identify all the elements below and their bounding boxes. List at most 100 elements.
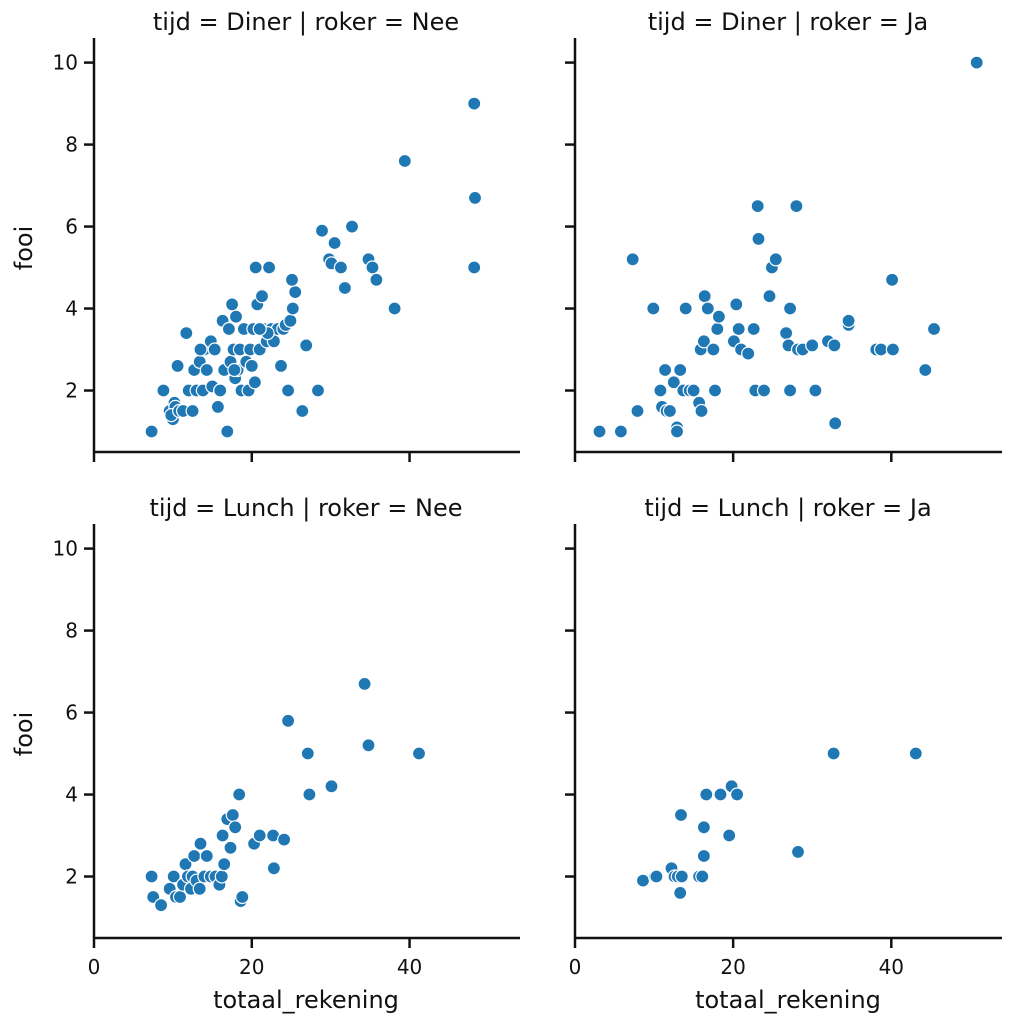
data-point: [217, 857, 232, 872]
data-point: [751, 231, 766, 246]
data-point: [266, 861, 281, 876]
data-point: [706, 342, 721, 357]
data-point: [281, 383, 296, 398]
data-point: [248, 260, 263, 275]
x-tick-label: 20: [239, 955, 264, 979]
data-point: [192, 881, 207, 896]
data-point: [185, 403, 200, 419]
y-tick-label: 2: [65, 865, 78, 889]
y-tick-label: 6: [65, 215, 78, 239]
data-point: [166, 869, 181, 884]
data-point: [154, 898, 169, 913]
data-point: [782, 301, 798, 316]
data-point: [673, 885, 688, 901]
data-point: [696, 334, 712, 349]
data-point: [649, 869, 664, 884]
data-point: [841, 313, 856, 328]
data-point: [244, 358, 259, 373]
data-point: [884, 272, 900, 287]
data-point: [750, 199, 765, 214]
data-point: [357, 676, 372, 692]
data-point: [252, 321, 267, 337]
data-point: [283, 313, 298, 328]
panel-title-diner-nee: tijd = Diner | roker = Nee: [153, 8, 459, 36]
data-point: [284, 272, 300, 287]
data-point: [782, 383, 798, 398]
data-point: [467, 190, 483, 205]
data-point: [225, 807, 240, 823]
data-point: [635, 873, 651, 888]
data-point: [700, 301, 715, 316]
y-tick-label: 10: [53, 537, 78, 561]
data-point: [653, 383, 668, 398]
data-point: [969, 55, 984, 70]
data-point: [247, 375, 262, 390]
data-point: [262, 260, 277, 275]
data-point: [144, 424, 159, 439]
data-point: [666, 375, 681, 390]
data-point: [918, 362, 933, 378]
data-point: [657, 362, 673, 378]
data-point: [213, 383, 228, 398]
data-point: [281, 713, 296, 728]
data-point: [662, 403, 678, 419]
data-point: [696, 848, 712, 864]
data-point: [300, 746, 315, 761]
data-point: [199, 362, 214, 378]
data-point: [789, 199, 804, 214]
data-point: [220, 424, 235, 439]
data-point: [926, 321, 942, 337]
data-point: [625, 252, 640, 267]
data-point: [678, 301, 693, 316]
data-point: [215, 828, 230, 843]
data-point: [310, 383, 326, 398]
x-axis-label-left: totaal_rekening: [213, 986, 399, 1014]
y-axis-label-top: fooi: [10, 226, 38, 270]
data-point: [187, 848, 202, 864]
data-point: [277, 832, 292, 847]
data-point: [295, 403, 310, 419]
data-point: [288, 285, 303, 300]
data-point: [746, 321, 761, 337]
data-point: [210, 399, 225, 414]
data-point: [828, 416, 843, 431]
data-point: [713, 787, 728, 802]
data-point: [172, 889, 188, 905]
data-point: [411, 746, 427, 761]
data-point: [729, 297, 744, 312]
panel-lunch-nee: tijd = Lunch | roker = Nee 2 4 6 8 10 0 20 40: [53, 494, 520, 979]
y-tick-label: 2: [65, 379, 78, 403]
data-point: [827, 338, 842, 353]
data-point: [193, 342, 208, 357]
panel-title-diner-ja: tijd = Diner | roker = Ja: [648, 8, 929, 36]
data-point: [695, 869, 710, 884]
data-point: [369, 272, 384, 287]
data-point: [467, 96, 482, 111]
data-point: [365, 260, 380, 275]
data-point: [756, 383, 772, 398]
data-point: [711, 309, 727, 324]
data-point: [299, 338, 314, 353]
data-point: [826, 746, 841, 761]
panel-title-lunch-nee: tijd = Lunch | roker = Nee: [149, 494, 462, 522]
panel-diner-ja: tijd = Diner | roker = Ja: [565, 8, 1002, 462]
y-tick-label: 8: [65, 133, 78, 157]
data-point: [333, 260, 348, 275]
data-point: [254, 289, 270, 304]
data-point: [361, 738, 376, 753]
data-point: [199, 848, 214, 864]
data-point: [170, 358, 185, 373]
data-point: [885, 342, 901, 357]
data-point: [387, 301, 402, 316]
data-point: [221, 321, 236, 337]
panel-lunch-ja: tijd = Lunch | roker = Ja 0 20 40: [565, 494, 1002, 979]
data-point: [467, 260, 482, 275]
data-point: [228, 309, 244, 324]
data-point: [228, 820, 243, 835]
data-point: [397, 153, 412, 169]
data-point: [673, 807, 689, 823]
panel-title-lunch-ja: tijd = Lunch | roker = Ja: [644, 494, 931, 522]
data-point: [223, 840, 238, 855]
data-point: [302, 787, 317, 802]
